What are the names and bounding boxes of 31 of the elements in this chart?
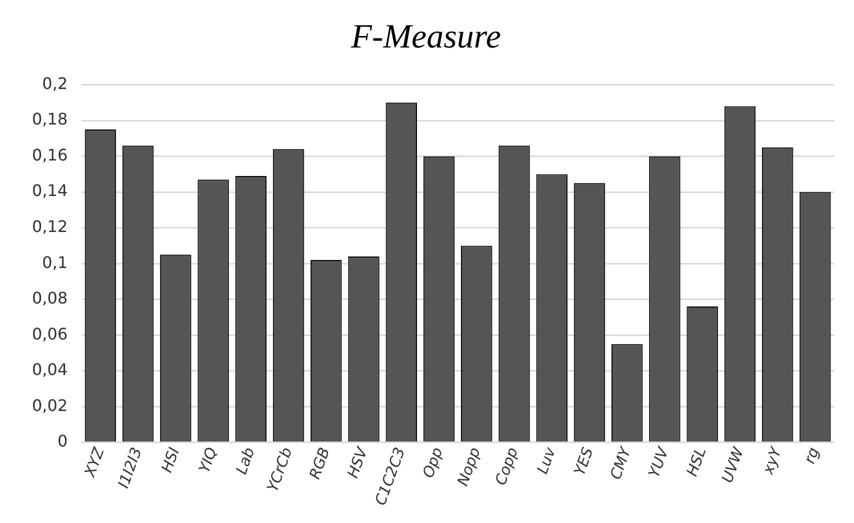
x-tick-label: YIQ (195, 444, 221, 476)
x-tick-label: Nopp (454, 445, 484, 488)
y-tick-label: 0,04 (32, 360, 68, 380)
y-tick-label: 0,16 (32, 145, 68, 164)
x-tick-label: rg (800, 445, 823, 466)
y-tick-label: 0,12 (32, 217, 68, 236)
y-tick-label: 0,08 (32, 288, 68, 308)
x-tick-label: RGB (306, 445, 334, 482)
y-tick-label: 0,1 (42, 252, 68, 272)
x-tick-label: Opp (418, 445, 446, 480)
y-tick-label: 0,02 (32, 396, 68, 415)
x-tick-label: HSV (344, 443, 372, 480)
y-tick-label: 0,2 (42, 74, 68, 93)
x-tick-label: HSL (682, 445, 710, 479)
y-tick-label: 0,06 (32, 324, 68, 344)
y-tick-label: 0,18 (32, 110, 68, 129)
x-tick-label: UVW (718, 444, 748, 486)
x-tick-label: Luv (533, 444, 560, 476)
x-tick-label: HSI (158, 444, 184, 475)
y-tick-label: 0 (57, 432, 68, 451)
x-tick-label: I1I2I3 (114, 445, 146, 491)
x-tick-label: Copp (492, 445, 522, 488)
x-tick-label: YES (570, 444, 598, 478)
chart-title: F-Measure (350, 18, 501, 56)
x-tick-label: Lab (232, 445, 258, 477)
x-tick-label: XYZ (80, 444, 108, 480)
x-tick-label: YUV (644, 443, 673, 480)
x-tick-label: CMY (606, 443, 636, 482)
x-tick-label: xyY (758, 443, 786, 478)
x-tick-label: YCrCb (263, 445, 296, 494)
y-tick-label: 0,14 (32, 181, 68, 200)
